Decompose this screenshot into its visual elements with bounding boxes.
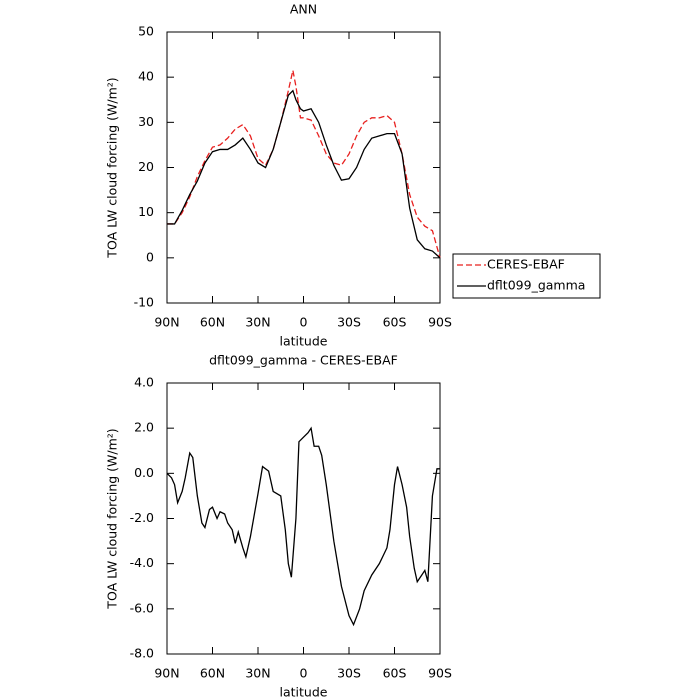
y-axis-label: TOA LW cloud forcing (W/m²)	[105, 77, 120, 258]
y-tick-label: -2.0	[130, 510, 154, 525]
chart-title: dflt099_gamma - CERES-EBAF	[209, 353, 398, 368]
x-tick-label: 30S	[337, 666, 361, 681]
legend-box	[452, 253, 601, 299]
y-axis-label: TOA LW cloud forcing (W/m²)	[105, 428, 120, 609]
x-tick-label: 60N	[200, 666, 225, 681]
x-tick-label: 90N	[154, 315, 179, 330]
x-tick-label: 60N	[200, 315, 225, 330]
y-tick-label: -4.0	[130, 555, 154, 570]
x-tick-label: 90S	[428, 315, 452, 330]
x-tick-label: 60S	[383, 315, 407, 330]
x-axis-label: latitude	[280, 334, 328, 349]
plot-frame	[166, 31, 441, 304]
legend-label: CERES-EBAF	[487, 257, 565, 272]
y-tick-label: 40	[138, 69, 154, 84]
y-tick-label: -8.0	[130, 646, 154, 661]
series-line	[167, 89, 441, 259]
legend-label: dflt099_gamma	[487, 278, 585, 293]
x-tick-label: 90N	[154, 666, 179, 681]
chart-title: ANN	[290, 2, 317, 17]
y-tick-label: 20	[138, 159, 154, 174]
x-tick-label: 30N	[245, 315, 270, 330]
x-tick-label: 30S	[337, 315, 361, 330]
x-axis-label: latitude	[280, 685, 328, 700]
y-tick-label: 30	[138, 114, 154, 129]
y-tick-label: 0.0	[134, 465, 154, 480]
x-tick-label: 0	[300, 315, 308, 330]
y-tick-label: 10	[138, 204, 154, 219]
y-tick-label: -6.0	[130, 600, 154, 615]
plot-frame	[166, 382, 441, 655]
y-tick-label: 4.0	[134, 375, 154, 390]
y-tick-label: -10	[134, 295, 154, 310]
y-tick-label: 2.0	[134, 420, 154, 435]
x-tick-label: 90S	[428, 666, 452, 681]
series-line	[167, 70, 441, 259]
series-line	[166, 426, 440, 627]
y-tick-label: 50	[138, 24, 154, 39]
x-tick-label: 0	[300, 666, 308, 681]
x-tick-label: 30N	[245, 666, 270, 681]
x-tick-label: 60S	[383, 666, 407, 681]
y-tick-label: 0	[146, 249, 154, 264]
